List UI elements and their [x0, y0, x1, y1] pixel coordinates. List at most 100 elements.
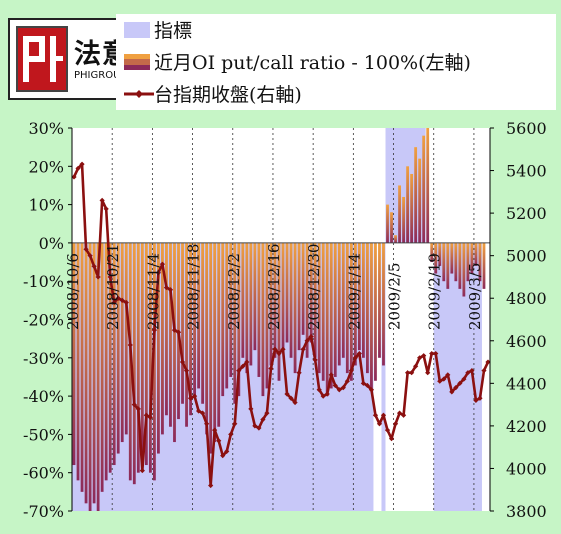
- x-tick-label: 2008/12/16: [265, 244, 283, 330]
- close-point: [191, 393, 198, 399]
- close-point: [111, 299, 117, 306]
- right-tick-label: 4000: [506, 459, 547, 478]
- close-point: [208, 482, 214, 489]
- futures-close-line: [71, 161, 491, 489]
- ratio-bar: [225, 242, 229, 389]
- legend: 指標 近月OI put/call ratio - 100%(左軸) 台指期收盤(…: [116, 14, 556, 110]
- ratio-bar: [361, 242, 365, 358]
- close-point: [103, 206, 109, 212]
- close-point: [405, 370, 411, 376]
- ratio-bar: [317, 242, 321, 374]
- close-point: [445, 372, 451, 378]
- close-point: [284, 391, 290, 397]
- ratio-bar: [321, 242, 325, 381]
- close-point: [187, 395, 194, 401]
- close-point: [392, 421, 399, 427]
- ratio-bar: [169, 242, 172, 427]
- close-point: [147, 414, 153, 420]
- left-tick-label: 30%: [28, 119, 64, 138]
- close-point: [437, 378, 443, 384]
- close-point: [453, 384, 459, 391]
- ratio-bar: [418, 158, 422, 243]
- close-point: [268, 365, 274, 372]
- ratio-bar: [434, 242, 438, 274]
- close-point: [304, 338, 310, 344]
- close-point: [356, 350, 362, 357]
- close-point: [320, 393, 326, 399]
- x-tick-label: 2008/12/2: [225, 253, 243, 330]
- ratio-bar: [221, 242, 225, 397]
- ratio-bar: [382, 242, 385, 366]
- close-point: [155, 270, 162, 276]
- close-point: [115, 295, 121, 301]
- ratio-bar: [116, 242, 120, 454]
- x-tick-label: 2008/11/18: [185, 244, 203, 330]
- x-tick-label: 2009/2/5: [386, 263, 404, 330]
- left-tick-label: 20%: [28, 157, 64, 176]
- ratio-bar: [370, 242, 373, 389]
- close-point: [396, 410, 403, 416]
- ratio-bar: [289, 242, 293, 358]
- ratio-bar: [120, 242, 124, 443]
- ratio-bar: [426, 128, 430, 243]
- close-point: [87, 253, 93, 259]
- ratio-bar: [88, 242, 92, 511]
- ratio-bar: [390, 212, 393, 243]
- ratio-bar: [402, 196, 405, 243]
- ratio-bar: [237, 242, 241, 397]
- close-point: [143, 412, 149, 418]
- x-tick-label: 2008/11/4: [144, 253, 162, 330]
- ratio-bar: [454, 242, 458, 282]
- ratio-bar: [325, 242, 329, 397]
- close-point: [216, 438, 222, 444]
- ratio-bar: [309, 242, 313, 343]
- ratio-bar: [148, 242, 152, 473]
- ratio-bar: [357, 242, 361, 351]
- close-point: [344, 378, 350, 384]
- ratio-bar: [406, 166, 410, 243]
- close-point: [79, 161, 85, 167]
- close-point: [256, 425, 262, 431]
- ratio-bar: [430, 242, 434, 263]
- ratio-bar: [398, 185, 401, 243]
- ratio-bar: [108, 242, 112, 473]
- close-point: [413, 363, 419, 369]
- ratio-bar: [386, 204, 389, 243]
- ratio-bar: [181, 242, 184, 404]
- ratio-bar: [349, 242, 353, 381]
- ratio-bar: [269, 242, 273, 366]
- legend-swatch-indicator: [124, 22, 150, 38]
- close-point: [119, 297, 125, 303]
- close-point: [135, 406, 141, 412]
- ratio-bar: [201, 242, 205, 404]
- close-point: [224, 448, 230, 455]
- x-tick-label: 2008/12/30: [305, 244, 323, 330]
- close-point: [352, 355, 358, 361]
- ratio-bar: [185, 242, 188, 427]
- ratio-bar: [414, 147, 418, 243]
- ratio-bar: [366, 242, 369, 374]
- ratio-bar: [217, 242, 221, 427]
- ratio-bar: [140, 242, 144, 454]
- ratio-bar: [466, 242, 470, 282]
- left-tick-label: 10%: [28, 196, 64, 215]
- ratio-bar: [353, 242, 357, 366]
- close-point: [264, 410, 270, 416]
- ratio-bar: [313, 242, 317, 358]
- close-point: [473, 397, 479, 403]
- ratio-bar: [378, 242, 381, 358]
- close-point: [236, 367, 242, 374]
- ratio-bar: [257, 242, 261, 377]
- ratio-bar: [152, 242, 156, 481]
- close-point: [368, 387, 375, 393]
- x-tick-label: 2009/2/19: [426, 253, 444, 330]
- ratio-bar: [341, 242, 345, 358]
- x-tick-label: 2008/10/21: [104, 244, 122, 330]
- close-point: [127, 342, 133, 348]
- close-point: [324, 391, 330, 397]
- logo-mark-icon: [16, 26, 68, 92]
- close-point: [204, 421, 210, 427]
- close-point: [240, 363, 246, 369]
- left-tick-label: -60%: [23, 464, 64, 483]
- ratio-bar: [144, 242, 148, 466]
